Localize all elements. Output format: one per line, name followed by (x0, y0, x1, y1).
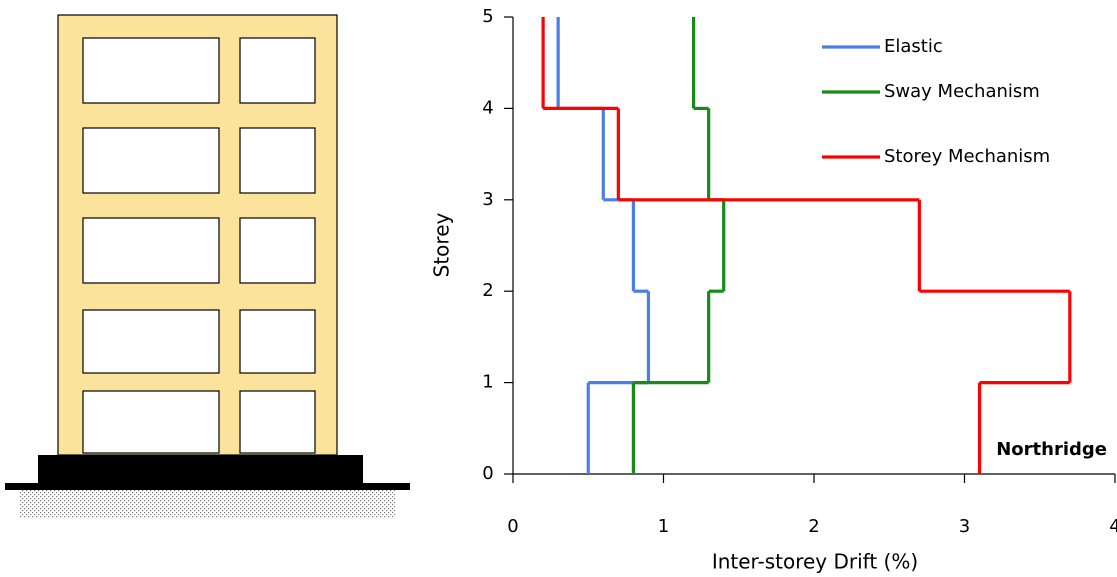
x-tick-label: 3 (959, 516, 970, 537)
y-tick-label: 2 (482, 280, 493, 301)
y-tick-label: 3 (482, 189, 493, 210)
ground-line (5, 483, 410, 490)
chart: Inter-storey Drift (%) Storey Northridge… (430, 6, 1117, 574)
x-axis-label: Inter-storey Drift (%) (712, 550, 918, 574)
y-tick-label: 0 (482, 463, 493, 484)
legend-label: Elastic (884, 36, 943, 57)
ground (20, 490, 395, 518)
legend-label: Sway Mechanism (884, 81, 1040, 102)
x-tick-label: 4 (1109, 516, 1117, 537)
y-tick-label: 1 (482, 372, 493, 393)
y-axis-label: Storey (430, 212, 454, 277)
legend-label: Storey Mechanism (884, 146, 1050, 167)
x-tick-label: 1 (658, 516, 669, 537)
foundation (38, 455, 363, 483)
x-tick-label: 2 (808, 516, 819, 537)
y-tick-label: 4 (482, 97, 493, 118)
y-tick-label: 5 (482, 6, 493, 27)
windows (82, 37, 316, 454)
building-diagram (5, 14, 410, 518)
x-tick-label: 0 (507, 516, 518, 537)
annotation: Northridge (996, 439, 1107, 460)
